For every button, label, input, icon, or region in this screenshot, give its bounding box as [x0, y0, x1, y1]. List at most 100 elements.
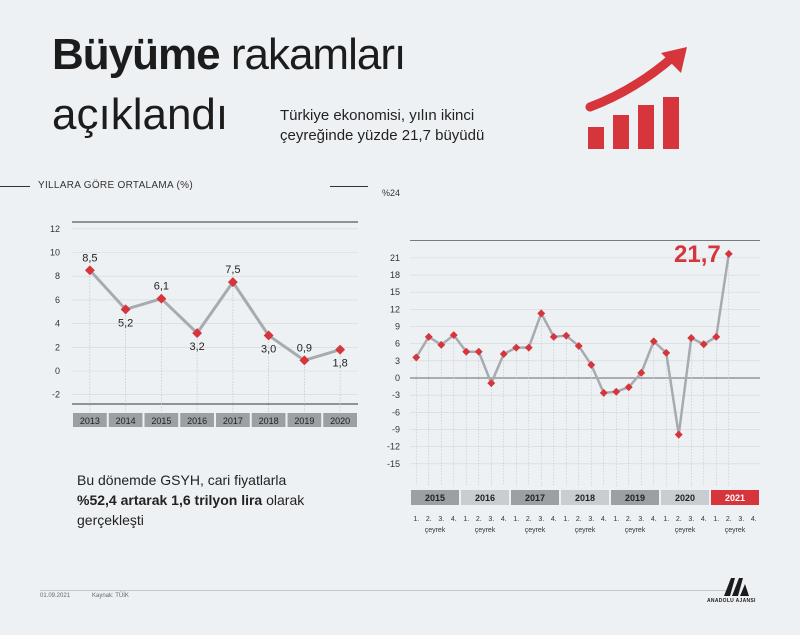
left-chart-value-label: 3,0 [261, 343, 276, 355]
right-chart-quarter-label: 4. [551, 516, 557, 523]
right-chart-point [599, 388, 608, 397]
right-chart-quarter-word: çeyrek [425, 527, 446, 534]
gdp-note: Bu dönemde GSYH, cari fiyatlarla %52,4 a… [77, 470, 317, 530]
right-chart-y-tick: 3 [395, 356, 400, 366]
right-chart-point [724, 249, 733, 258]
right-chart-y-tick: 15 [390, 287, 400, 297]
right-chart-point [549, 332, 558, 341]
left-chart-year-label: 2020 [330, 416, 350, 426]
left-chart-year-label: 2016 [187, 416, 207, 426]
right-chart-quarter-word: çeyrek [575, 527, 596, 534]
right-chart-point [674, 430, 683, 439]
right-chart-point [499, 350, 508, 358]
right-chart-point [524, 343, 533, 352]
right-chart-quarter-label: 2. [626, 516, 632, 523]
left-chart-year-band [251, 413, 286, 427]
left-chart-year-label: 2014 [116, 416, 136, 426]
right-chart-y-tick: -12 [387, 442, 400, 452]
left-chart-y-tick: 10 [50, 248, 60, 258]
growth-chart-icon [585, 47, 687, 149]
right-chart-quarter-label: 2. [526, 516, 532, 523]
left-chart-y-tick: 4 [55, 319, 60, 329]
left-chart-year-band [144, 413, 179, 427]
right-chart-year-label: 2016 [475, 493, 495, 503]
right-chart-quarter-label: 3. [538, 516, 544, 523]
right-chart-y-tick: -9 [392, 424, 400, 434]
left-chart-year-band [323, 413, 357, 427]
left-chart-year-band [287, 413, 322, 427]
right-chart-quarter-label: 1. [663, 516, 669, 523]
anadolu-logo-icon [724, 578, 749, 596]
right-chart-point [437, 340, 446, 349]
right-chart-quarter-label: 3. [638, 516, 644, 523]
left-chart-title: YILLARA GÖRE ORTALAMA (%) [38, 180, 193, 191]
left-chart-year-label: 2019 [294, 416, 314, 426]
right-chart-quarter-word: çeyrek [725, 527, 746, 534]
right-chart-year-label: 2020 [675, 493, 695, 503]
right-chart-year-band [711, 490, 759, 505]
left-chart-value-label: 3,2 [189, 341, 204, 353]
right-chart-quarter-label: 1. [513, 516, 519, 523]
gdp-note-part2: olarak gerçekleşti [77, 492, 305, 528]
left-chart-value-label: 5,2 [118, 317, 133, 329]
footer-divider [40, 590, 730, 591]
left-chart-point [192, 328, 203, 339]
right-chart-quarter-word: çeyrek [675, 527, 696, 534]
left-chart-point [263, 330, 274, 341]
right-chart-quarter-label: 2. [426, 516, 432, 523]
right-chart-year-band [661, 490, 709, 505]
right-chart-y-tick: 6 [395, 339, 400, 349]
left-chart-year-band [73, 413, 107, 427]
right-chart-series-line [415, 253, 730, 436]
right-chart-quarter-label: 1. [413, 516, 419, 523]
right-chart-quarter-label: 4. [651, 516, 657, 523]
title-rest-word: rakamları [230, 30, 406, 79]
right-chart-year-band [561, 490, 609, 505]
left-heading-rule [0, 186, 30, 187]
left-chart-point [335, 344, 346, 355]
right-chart-point [612, 387, 621, 396]
right-chart-point [412, 353, 421, 362]
left-chart-point [299, 355, 310, 366]
right-heading-rule [330, 186, 368, 187]
left-chart-y-tick: 2 [55, 342, 60, 352]
right-chart-year-label: 2021 [725, 493, 745, 503]
right-chart-point [712, 332, 721, 341]
right-chart-year-band [611, 490, 659, 505]
right-chart-year-band [461, 490, 509, 505]
right-chart-y-tick: 12 [390, 304, 400, 314]
right-chart-year-label: 2017 [525, 493, 545, 503]
right-chart-y-tick: 18 [390, 270, 400, 280]
left-chart-year-label: 2017 [223, 416, 243, 426]
left-chart-year-label: 2018 [259, 416, 279, 426]
title-bold-word: Büyüme [52, 30, 221, 79]
left-chart-series-line [88, 269, 341, 362]
left-chart-y-tick: -2 [52, 390, 60, 400]
right-chart-quarter-word: çeyrek [625, 527, 646, 534]
right-chart-point [424, 332, 433, 341]
right-chart-point [537, 309, 546, 318]
right-chart-quarter-label: 3. [438, 516, 444, 523]
right-chart-point [449, 331, 458, 340]
left-chart-y-tick: 12 [50, 224, 60, 234]
right-chart-quarter-label: 1. [613, 516, 619, 523]
footer-source: Kaynak: TÜİK [92, 593, 129, 599]
left-chart-value-label: 7,5 [225, 264, 240, 276]
right-chart-quarter-label: 2. [726, 516, 732, 523]
gdp-note-part1: Bu dönemde GSYH, cari fiyatlarla [77, 472, 287, 488]
right-chart-quarter-label: 2. [476, 516, 482, 523]
footer-date: 01.09.2021 [40, 593, 71, 599]
left-chart-year-band [216, 413, 250, 427]
left-chart-y-tick: 8 [55, 271, 60, 281]
left-chart-year-band [108, 413, 143, 427]
right-chart-quarter-word: çeyrek [525, 527, 546, 534]
right-chart-y-unit: %24 [382, 188, 400, 198]
right-chart-y-tick: -15 [387, 459, 400, 469]
right-chart-quarter-label: 4. [751, 516, 757, 523]
right-chart-y-tick: 0 [395, 373, 400, 383]
left-chart-point [156, 293, 167, 304]
right-chart-quarter-label: 3. [688, 516, 694, 523]
page-title: Büyüme rakamları [52, 30, 406, 80]
